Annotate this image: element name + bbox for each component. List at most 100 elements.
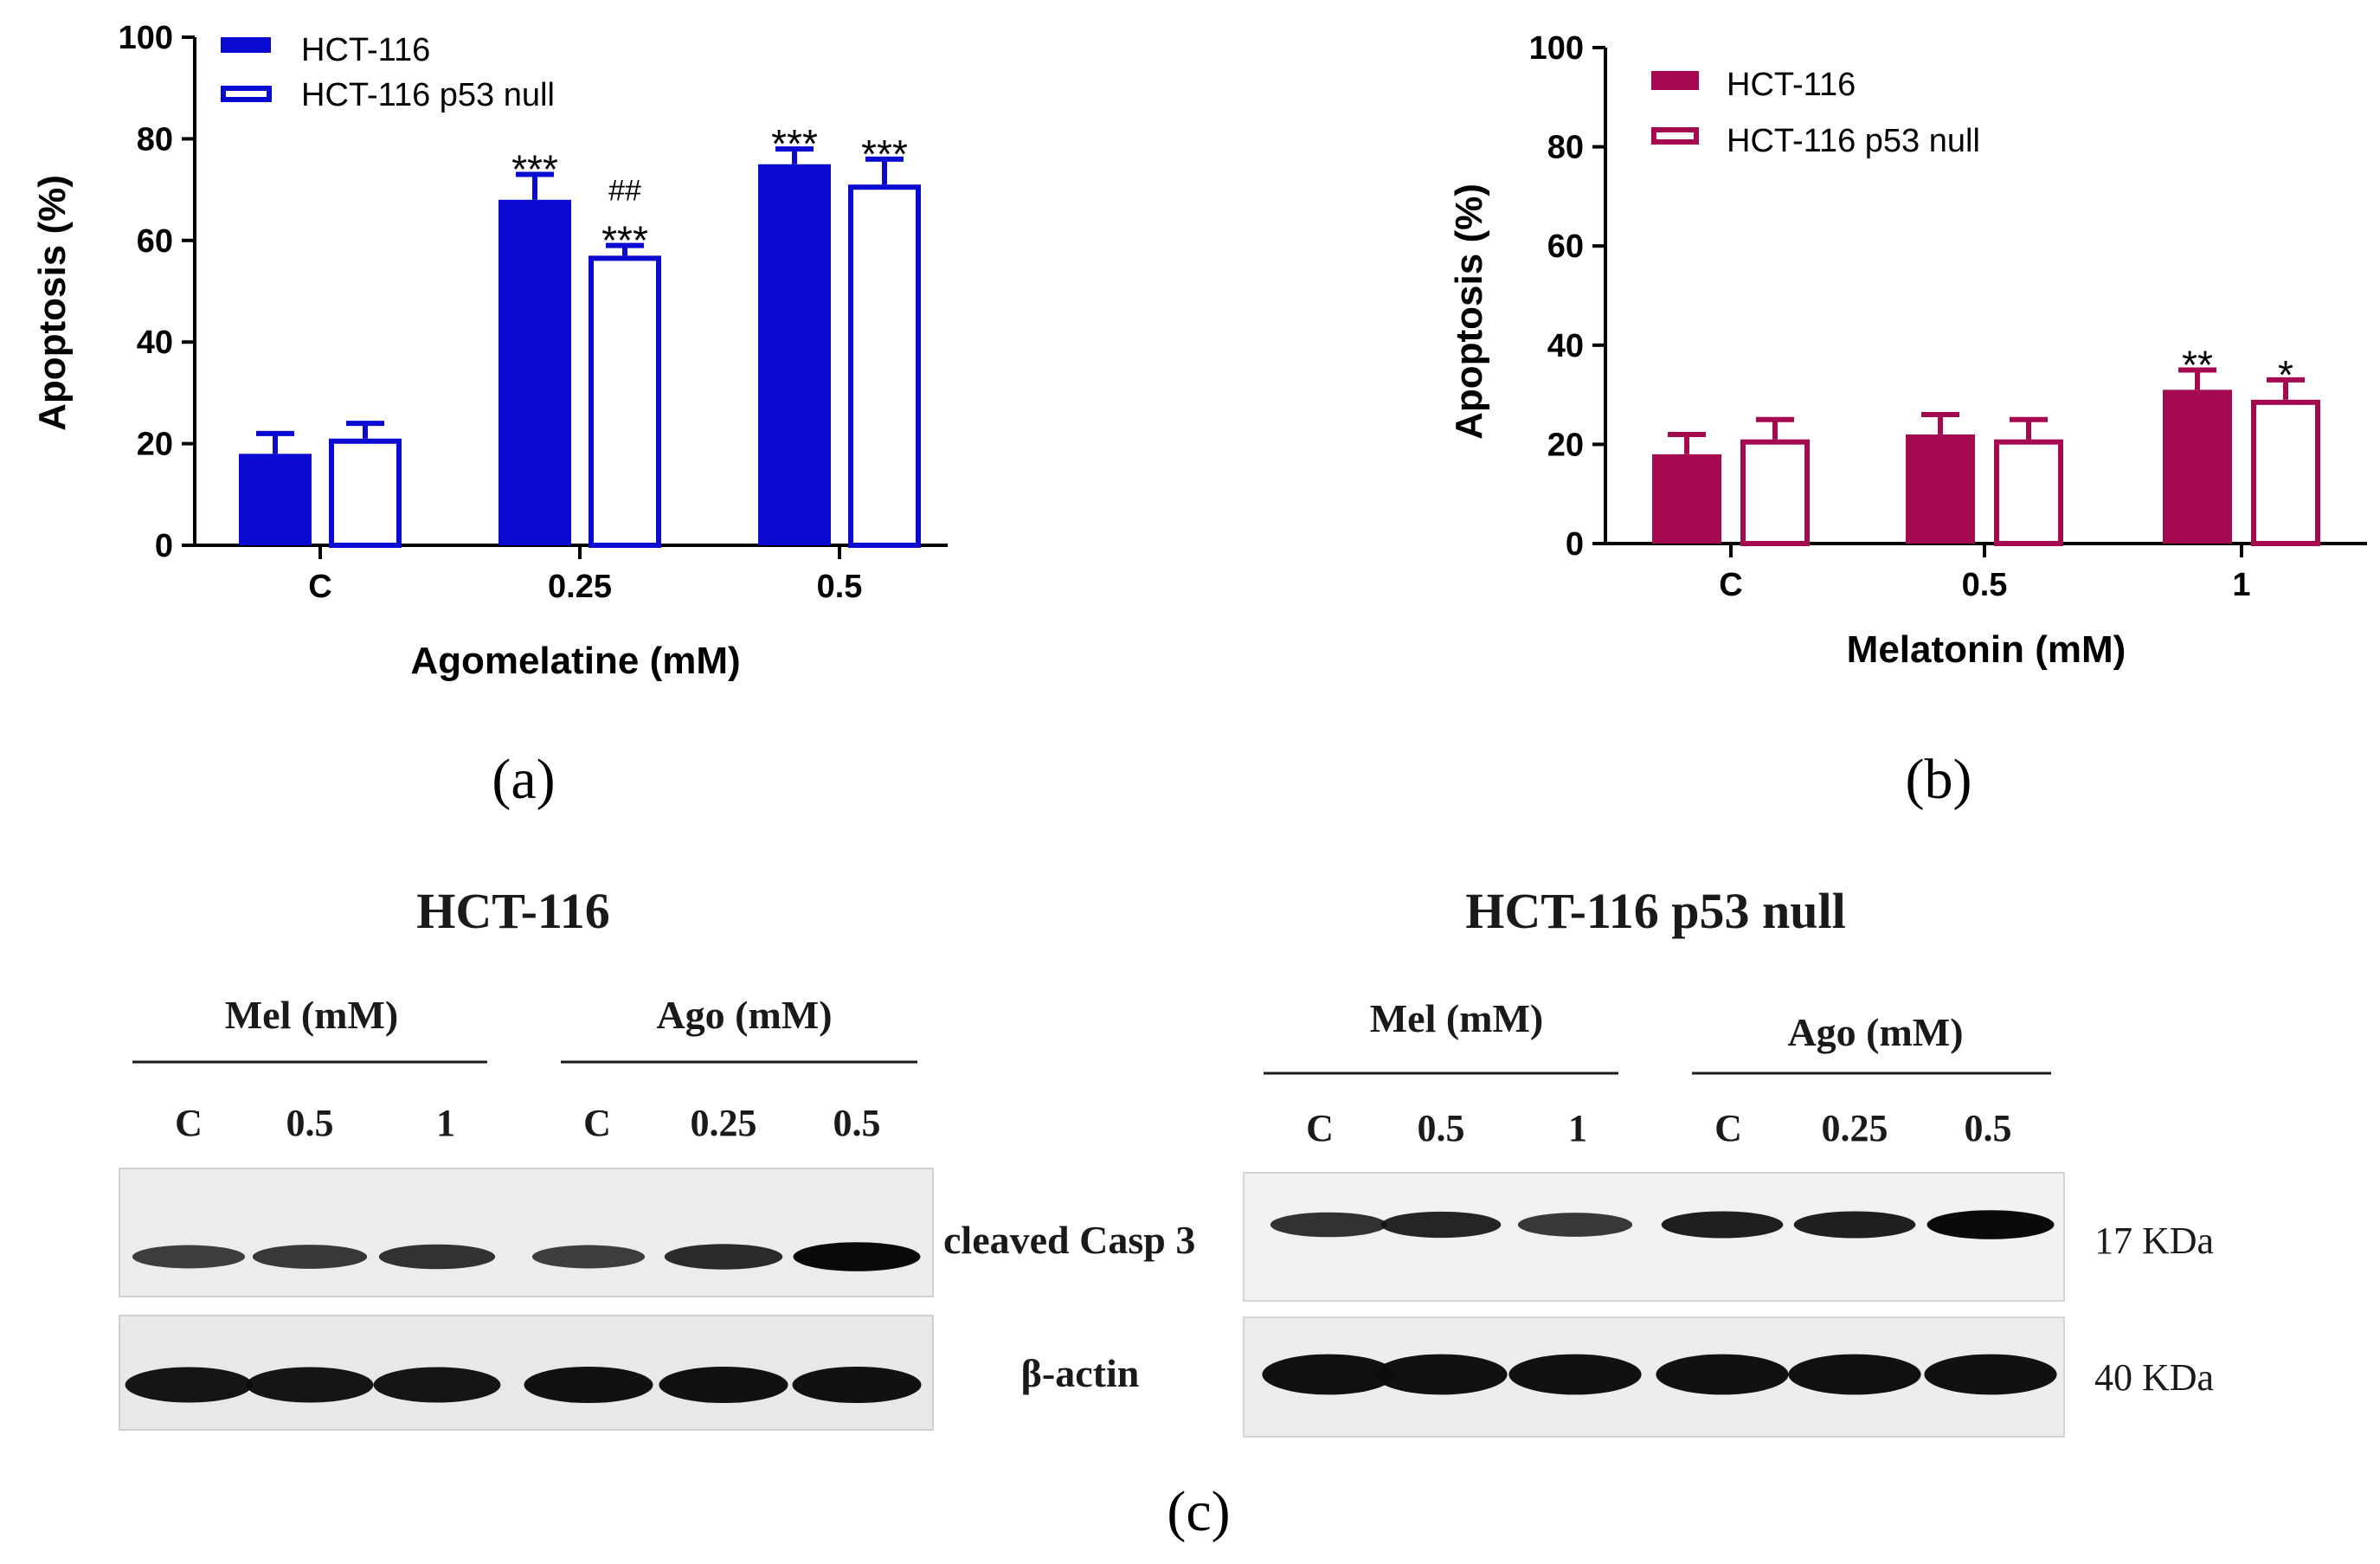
blot-group-ago-right: Ago (mM) <box>1787 1010 1963 1054</box>
blot-hct116: HCT-116 Mel (mM) Ago (mM) C 0.5 1 C 0.25… <box>119 883 934 1431</box>
x-tick-label: 1 <box>2232 567 2250 603</box>
blot-band <box>1262 1354 1395 1395</box>
y-tick-label: 20 <box>137 427 173 463</box>
chart-melatonin: Apoptosis (%) Melatonin (mM) HCT-116 HCT… <box>1448 30 2367 671</box>
blot-lane-label: 1 <box>436 1102 455 1144</box>
bands-actin-left <box>125 1366 922 1404</box>
legend-swatch-open-a <box>221 86 272 102</box>
y-tick-label: 80 <box>1547 130 1584 166</box>
blot-lane-label: 0.25 <box>691 1102 757 1144</box>
x-tick-label: 0.5 <box>1962 567 2008 603</box>
blot-band <box>1788 1354 1921 1395</box>
y-tick-label: 100 <box>119 20 173 56</box>
bar <box>499 199 571 545</box>
x-axis-title-a: Agomelatine (mM) <box>410 640 740 682</box>
x-tick-label: 0.5 <box>817 569 863 605</box>
blot-protein-actin: β-actin <box>1021 1351 1140 1395</box>
blot-band <box>1927 1210 2055 1239</box>
legend-a: HCT-116 HCT-116 p53 null <box>221 32 555 113</box>
x-tick-label: 0.25 <box>548 569 612 605</box>
legend-swatch-open-b <box>1651 127 1699 145</box>
blot-band <box>1508 1354 1642 1395</box>
blot-band <box>378 1244 496 1270</box>
bands-casp3-right <box>1270 1210 2055 1239</box>
blot-band <box>1924 1354 2057 1395</box>
bar <box>239 454 312 545</box>
significance-label: *** <box>861 132 908 177</box>
legend-b: HCT-116 HCT-116 p53 null <box>1651 67 1980 159</box>
blot-lane-label: C <box>175 1102 203 1144</box>
blot-group-mel-right: Mel (mM) <box>1370 996 1544 1040</box>
blot-kda-casp3: 17 KDa <box>2094 1220 2214 1262</box>
blot-lane-label: C <box>1714 1107 1742 1149</box>
blot-band <box>246 1367 374 1403</box>
blot-band <box>659 1366 788 1404</box>
blot-hct116-p53null: HCT-116 p53 null Mel (mM) Ago (mM) C 0.5… <box>1243 883 2065 1438</box>
blot-band <box>132 1245 246 1269</box>
blot-band <box>664 1244 783 1270</box>
panel-label-b: (b) <box>1906 748 1972 811</box>
bar <box>758 164 831 545</box>
blot-kda-actin: 40 KDa <box>2094 1356 2214 1399</box>
y-tick-label: 60 <box>137 223 173 260</box>
y-tick-label: 40 <box>137 325 173 361</box>
legend-swatch-solid-a <box>221 37 271 53</box>
blot-group-mel-left: Mel (mM) <box>225 993 399 1037</box>
blot-band <box>1270 1212 1387 1238</box>
y-axis-title-a: Apoptosis (%) <box>31 175 74 431</box>
bar <box>589 255 661 548</box>
significance-label: ** <box>2182 342 2213 387</box>
blot-protein-casp3: cleaved Casp 3 <box>943 1218 1195 1262</box>
legend-label-hct116-b: HCT-116 <box>1727 67 1856 103</box>
blot-band <box>1661 1211 1784 1239</box>
blot-lane-label: 0.5 <box>1418 1107 1465 1149</box>
legend-label-p53null-b: HCT-116 p53 null <box>1727 123 1980 159</box>
x-axis-title-b: Melatonin (mM) <box>1847 628 2126 671</box>
blot-band <box>793 1242 921 1271</box>
blot-band <box>125 1367 253 1403</box>
panel-label-c: (c) <box>1167 1480 1230 1543</box>
significance-label: ## <box>608 175 641 208</box>
x-tick-label: C <box>308 569 331 605</box>
blot-lane-label: 0.5 <box>1965 1107 2012 1149</box>
blot-band <box>1380 1211 1502 1239</box>
significance-label: *** <box>771 121 818 166</box>
blot-band <box>531 1245 646 1269</box>
blot-title-left: HCT-116 <box>416 883 609 939</box>
y-tick-label: 20 <box>1547 427 1584 463</box>
blot-band <box>1374 1354 1508 1395</box>
blot-band <box>252 1245 368 1269</box>
bar <box>1906 434 1975 544</box>
blot-group-ago-left: Ago (mM) <box>656 993 832 1037</box>
blot-lane-label: 0.5 <box>833 1102 881 1144</box>
legend-label-p53null-a: HCT-116 p53 null <box>301 77 555 113</box>
bar <box>2163 389 2232 544</box>
bar <box>1652 454 1721 544</box>
legend-swatch-solid-b <box>1651 71 1699 90</box>
bar <box>329 438 402 549</box>
bar <box>848 184 921 548</box>
blot-band <box>373 1367 501 1403</box>
bands-casp3-left <box>132 1242 921 1271</box>
blot-band <box>524 1366 653 1404</box>
blot-lane-label: C <box>1306 1107 1334 1149</box>
y-tick-label: 0 <box>1566 526 1584 563</box>
y-tick-label: 80 <box>137 121 173 158</box>
blot-lane-label: 0.25 <box>1822 1107 1888 1149</box>
legend-label-hct116-a: HCT-116 <box>301 32 430 68</box>
significance-label: *** <box>601 218 648 263</box>
significance-label: * <box>2278 352 2293 397</box>
blot-band <box>1517 1213 1633 1237</box>
y-tick-label: 0 <box>155 528 173 564</box>
bar <box>1994 439 2063 547</box>
y-tick-label: 40 <box>1547 328 1584 364</box>
chart-agomelatine: Apoptosis (%) Agomelatine (mM) HCT-116 H… <box>31 20 948 682</box>
blot-membrane-casp3-right <box>1243 1172 2065 1302</box>
bar <box>1740 439 1810 547</box>
significance-label: *** <box>511 146 558 191</box>
y-axis-title-b: Apoptosis (%) <box>1448 183 1490 440</box>
bar <box>2251 399 2320 546</box>
blot-lane-label: 1 <box>1568 1107 1587 1149</box>
blot-membrane-actin-left <box>119 1315 934 1431</box>
